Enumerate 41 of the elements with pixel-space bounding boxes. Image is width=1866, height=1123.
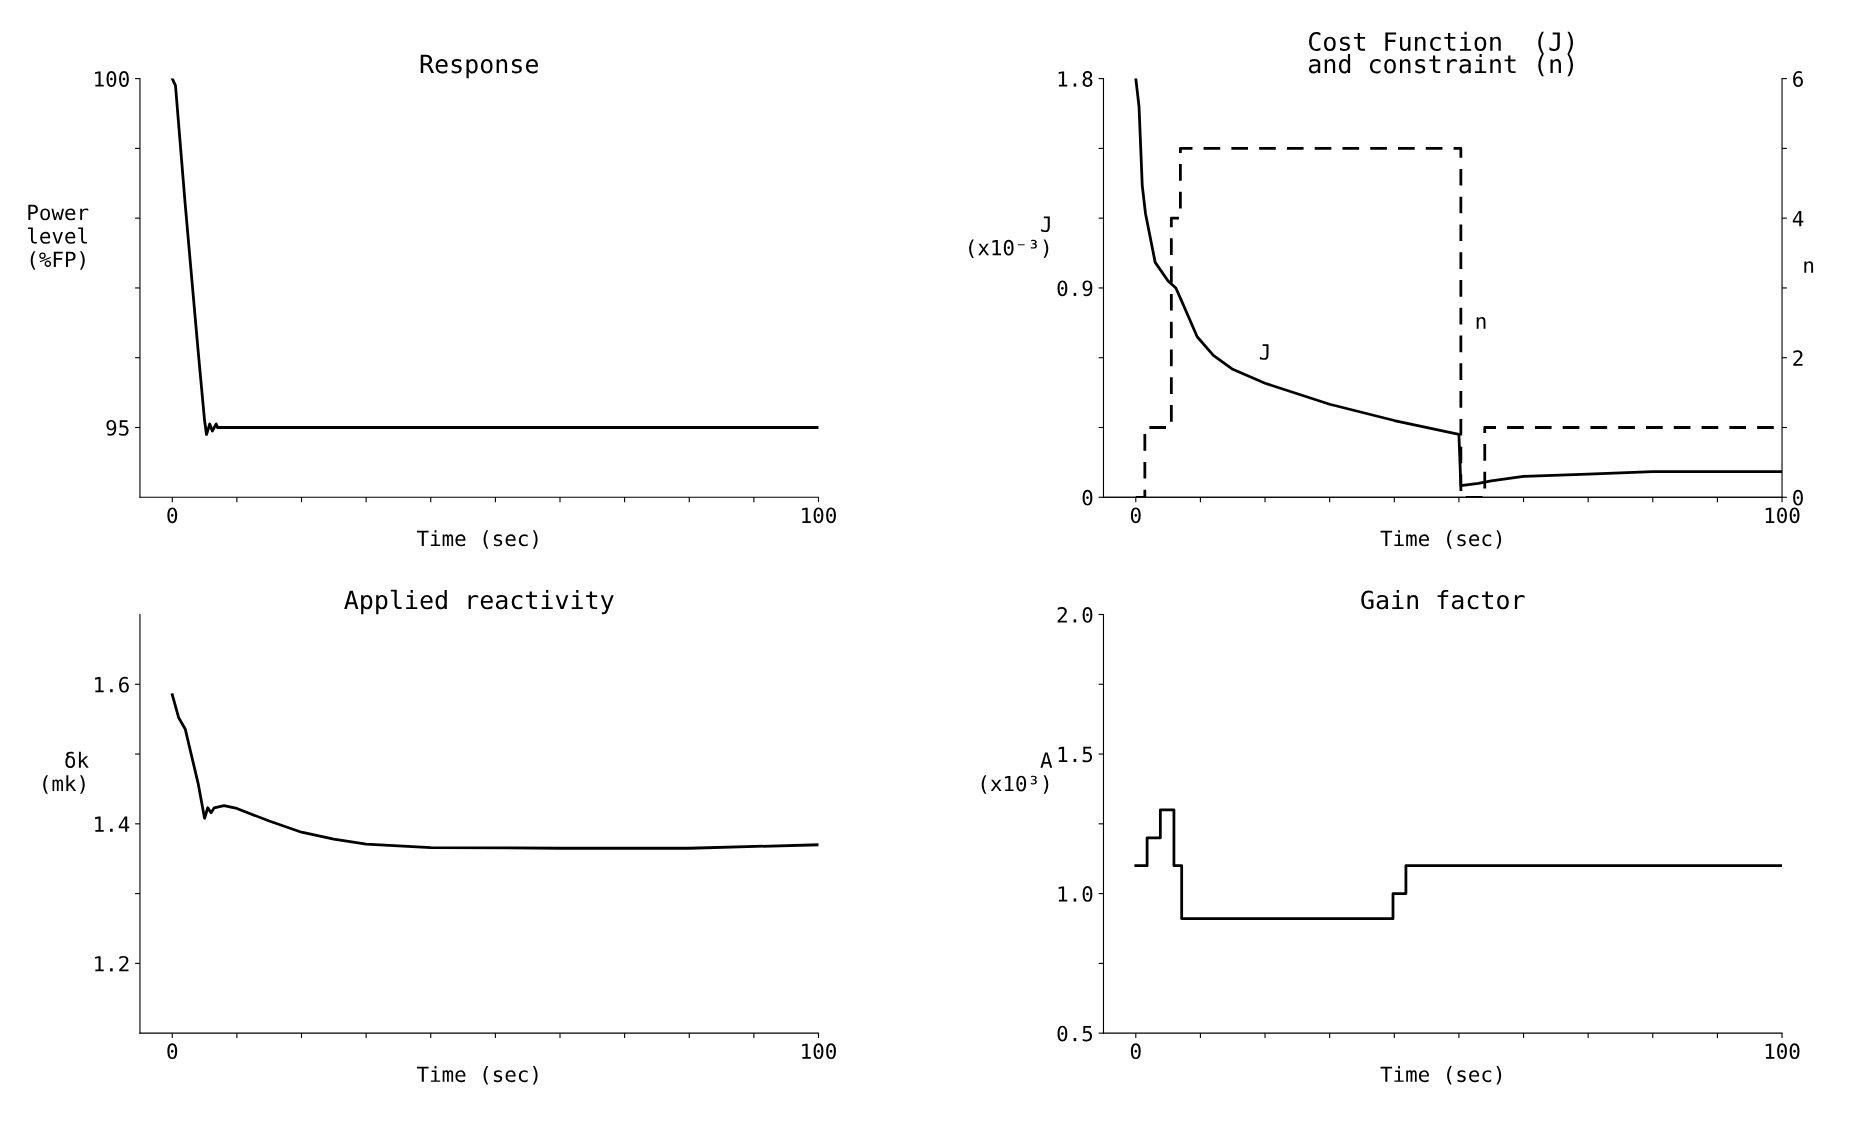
line-series	[170, 693, 819, 850]
y-axis-title: δk (mk)	[43, 751, 89, 794]
y-tick-label: 1.8	[1058, 71, 1093, 87]
y-axis-title: J (x10⁻³)	[969, 216, 1050, 258]
y-tick-label: 0	[1082, 489, 1093, 506]
y2-tick-label: 0	[1793, 489, 1803, 506]
x-tick-label: 0	[1130, 507, 1141, 524]
y-tick-label: 1.0	[1058, 886, 1093, 902]
x-tick-label: 0	[167, 507, 178, 524]
chart-title: Cost Function (J) and constraint (n)	[1308, 31, 1574, 77]
x-axis-title: Time (sec)	[1380, 1066, 1502, 1085]
series-label: J	[1259, 344, 1269, 360]
y-tick-label: 95	[106, 420, 129, 436]
y-tick-label: 1.5	[1058, 746, 1093, 763]
chart-title: Gain factor	[1361, 589, 1525, 610]
x-axis-title: Time (sec)	[416, 1066, 538, 1085]
y-tick-label: 1.6	[95, 676, 129, 693]
x-tick-label: 0	[167, 1043, 178, 1060]
x-tick-label: 100	[1765, 507, 1800, 524]
x-tick-label: 100	[802, 1043, 836, 1060]
y2-tick-label: 6	[1793, 71, 1803, 87]
y2-tick-label: 4	[1792, 210, 1804, 227]
x-axis-title: Time (sec)	[1380, 530, 1502, 549]
y-tick-label: 0.9	[1057, 280, 1093, 297]
y-tick-label: 1.2	[95, 955, 129, 972]
y2-axis-title: n	[1804, 261, 1814, 273]
y-tick-label: 100	[95, 71, 129, 87]
line-series	[170, 78, 819, 436]
y-tick-label: 1.4	[95, 816, 130, 832]
x-tick-label: 100	[802, 507, 836, 524]
y-axis-title: A (x10³)	[981, 752, 1053, 794]
y-tick-label: 0.5	[1057, 1025, 1093, 1042]
series-label: n	[1476, 316, 1486, 329]
x-tick-label: 100	[1765, 1043, 1800, 1060]
y-tick-label: 2.0	[1057, 607, 1093, 623]
chart-title: Applied reactivity	[344, 589, 614, 615]
y-axis-title: Power level (%FP)	[27, 204, 89, 270]
x-axis-title: Time (sec)	[416, 530, 538, 549]
chart-title: Response	[420, 54, 538, 79]
y2-tick-label: 2	[1793, 350, 1803, 366]
x-tick-label: 0	[1130, 1043, 1141, 1060]
